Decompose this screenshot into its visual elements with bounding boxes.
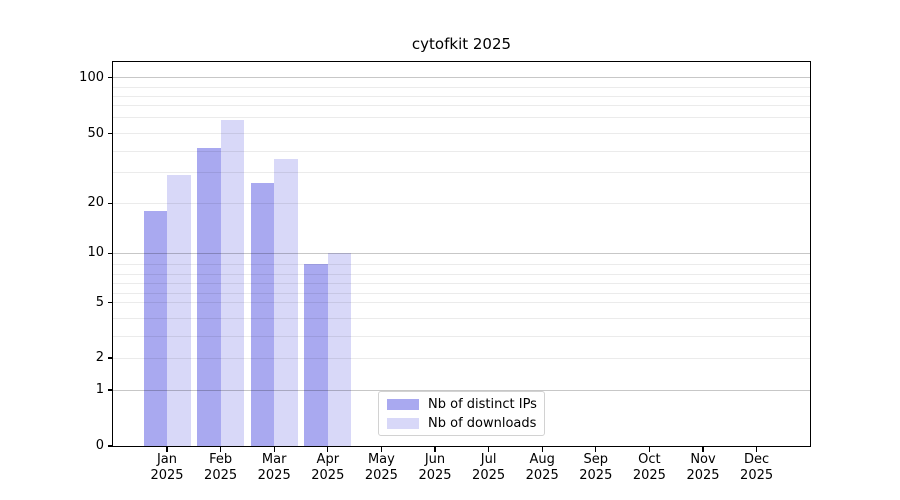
gridline-minor bbox=[113, 302, 810, 303]
legend-swatch bbox=[387, 399, 419, 410]
bar bbox=[274, 159, 298, 446]
gridline-minor bbox=[113, 273, 810, 275]
x-tick-label: Jul 2025 bbox=[472, 452, 506, 483]
x-axis-tick bbox=[648, 447, 650, 452]
bar bbox=[143, 210, 167, 446]
x-tick-label: Sep 2025 bbox=[579, 452, 613, 483]
x-axis-tick bbox=[595, 447, 597, 452]
y-tick-label: 1 bbox=[95, 382, 104, 397]
legend-swatch bbox=[387, 418, 419, 429]
x-axis-tick bbox=[488, 447, 490, 452]
y-tick-label: 20 bbox=[87, 195, 104, 211]
gridline-minor bbox=[113, 282, 810, 284]
gridline-minor bbox=[113, 117, 810, 118]
gridline-minor bbox=[113, 86, 810, 88]
y-axis-tick bbox=[108, 202, 113, 204]
x-axis-tick bbox=[166, 447, 168, 452]
gridline-minor bbox=[113, 202, 810, 204]
x-axis-tick bbox=[756, 447, 758, 452]
y-tick-label: 0 bbox=[95, 438, 104, 453]
chart-title: cytofkit 2025 bbox=[411, 35, 512, 53]
bar bbox=[304, 264, 328, 446]
x-axis-tick bbox=[220, 447, 222, 452]
y-axis-tick bbox=[108, 357, 113, 359]
x-tick-label: Dec 2025 bbox=[740, 452, 774, 483]
x-axis-tick bbox=[702, 447, 704, 452]
legend-item: Nb of distinct IPs bbox=[379, 395, 544, 414]
bar bbox=[220, 120, 245, 446]
y-tick-label: 2 bbox=[95, 350, 104, 365]
bar bbox=[250, 183, 275, 446]
gridline-minor bbox=[113, 335, 810, 337]
gridline-minor bbox=[113, 133, 810, 134]
x-tick-label: Oct 2025 bbox=[632, 452, 666, 483]
bar bbox=[327, 253, 352, 446]
x-tick-label: Jan 2025 bbox=[150, 452, 184, 483]
x-tick-label: Nov 2025 bbox=[686, 452, 720, 483]
x-tick-label: Jun 2025 bbox=[418, 452, 452, 483]
bar bbox=[167, 175, 191, 446]
y-axis-tick bbox=[108, 132, 113, 135]
legend: Nb of distinct IPs Nb of downloads bbox=[378, 391, 545, 436]
legend-label: Nb of distinct IPs bbox=[428, 396, 537, 412]
x-tick-label: Feb 2025 bbox=[204, 452, 238, 483]
gridline-minor bbox=[113, 95, 810, 97]
x-axis-tick bbox=[327, 447, 329, 452]
y-tick-label: 50 bbox=[87, 125, 104, 141]
plot-area bbox=[112, 61, 811, 447]
gridline-minor bbox=[113, 172, 810, 174]
gridline-major bbox=[113, 252, 810, 254]
x-tick-label: Apr 2025 bbox=[311, 452, 345, 483]
bar bbox=[197, 147, 221, 446]
x-tick-label: May 2025 bbox=[364, 452, 398, 483]
x-axis-tick bbox=[273, 447, 275, 452]
y-tick-label: 100 bbox=[79, 69, 104, 85]
x-axis-tick bbox=[380, 447, 382, 452]
gridline-minor bbox=[113, 318, 810, 319]
legend-item: Nb of downloads bbox=[379, 414, 544, 433]
y-axis-tick bbox=[108, 76, 113, 79]
gridline-minor bbox=[113, 263, 810, 265]
x-tick-label: Mar 2025 bbox=[257, 452, 291, 483]
gridline-minor bbox=[113, 104, 810, 106]
y-tick-label: 10 bbox=[87, 245, 104, 261]
gridline-major bbox=[113, 77, 810, 78]
y-axis-tick bbox=[108, 252, 113, 254]
x-axis-tick bbox=[541, 447, 543, 452]
y-axis-tick bbox=[108, 389, 113, 391]
gridline-minor bbox=[113, 357, 810, 359]
x-axis-tick bbox=[434, 447, 436, 452]
gridline-major bbox=[113, 389, 810, 391]
y-axis-tick bbox=[108, 445, 113, 447]
x-tick-label: Aug 2025 bbox=[525, 452, 559, 483]
y-tick-label: 5 bbox=[95, 294, 104, 310]
gridline-minor bbox=[113, 292, 810, 294]
y-axis-tick bbox=[108, 301, 113, 304]
gridline-minor bbox=[113, 151, 810, 153]
legend-label: Nb of downloads bbox=[428, 415, 537, 431]
